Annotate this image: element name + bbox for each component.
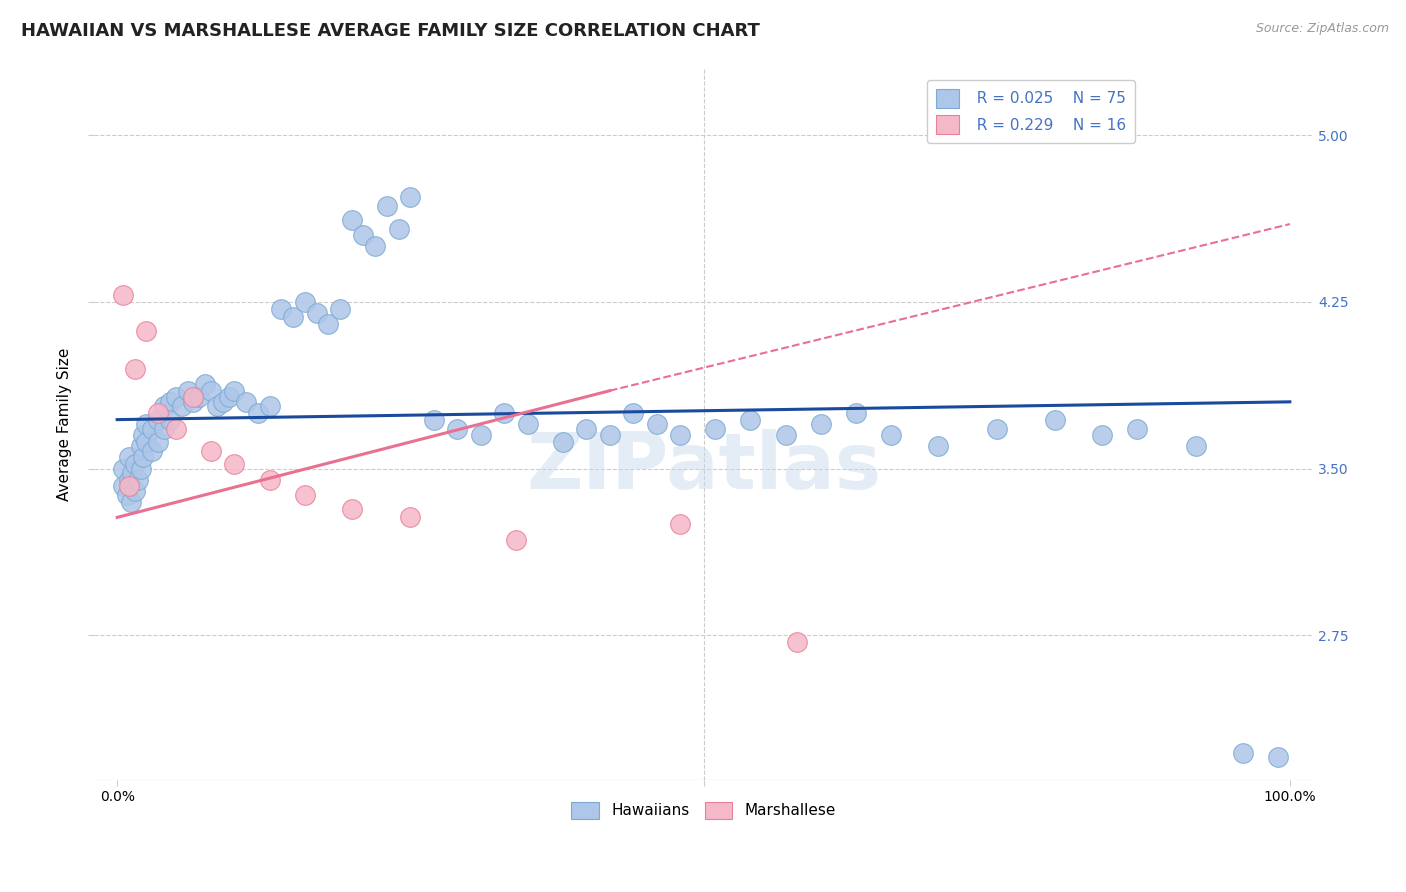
Point xyxy=(183,394,205,409)
Point xyxy=(786,635,808,649)
Point xyxy=(176,384,198,398)
Point xyxy=(127,473,149,487)
Point xyxy=(305,306,328,320)
Point xyxy=(516,417,538,431)
Point xyxy=(446,421,468,435)
Point xyxy=(112,288,135,302)
Point xyxy=(129,461,152,475)
Point xyxy=(880,428,903,442)
Point xyxy=(135,324,157,338)
Point xyxy=(270,301,292,316)
Point xyxy=(399,190,422,204)
Point xyxy=(224,457,246,471)
Point xyxy=(704,421,727,435)
Point xyxy=(669,428,692,442)
Point xyxy=(340,501,363,516)
Point xyxy=(259,399,281,413)
Point xyxy=(205,399,228,413)
Point xyxy=(810,417,832,431)
Point xyxy=(316,317,339,331)
Point xyxy=(148,412,170,426)
Point xyxy=(845,406,868,420)
Point xyxy=(740,412,762,426)
Point xyxy=(364,239,387,253)
Point xyxy=(775,428,797,442)
Point xyxy=(375,199,398,213)
Point xyxy=(115,488,138,502)
Point xyxy=(188,391,211,405)
Text: Source: ZipAtlas.com: Source: ZipAtlas.com xyxy=(1256,22,1389,36)
Point xyxy=(927,439,949,453)
Point xyxy=(1126,421,1149,435)
Point xyxy=(329,301,352,316)
Point xyxy=(132,428,155,442)
Point xyxy=(170,399,193,413)
Point xyxy=(621,406,644,420)
Y-axis label: Average Family Size: Average Family Size xyxy=(58,347,72,500)
Text: ZIPatlas: ZIPatlas xyxy=(526,429,882,505)
Point xyxy=(118,473,141,487)
Point xyxy=(1267,750,1289,764)
Point xyxy=(159,412,181,426)
Point xyxy=(352,228,374,243)
Point xyxy=(135,434,157,449)
Point xyxy=(494,406,516,420)
Point xyxy=(1091,428,1114,442)
Point xyxy=(148,406,170,420)
Point xyxy=(575,421,598,435)
Point xyxy=(153,421,176,435)
Point xyxy=(423,412,446,426)
Point xyxy=(194,377,217,392)
Point xyxy=(259,473,281,487)
Point xyxy=(121,466,143,480)
Point xyxy=(200,443,222,458)
Point xyxy=(112,479,135,493)
Text: HAWAIIAN VS MARSHALLESE AVERAGE FAMILY SIZE CORRELATION CHART: HAWAIIAN VS MARSHALLESE AVERAGE FAMILY S… xyxy=(21,22,761,40)
Point xyxy=(124,483,146,498)
Point xyxy=(183,391,205,405)
Point xyxy=(986,421,1008,435)
Point xyxy=(148,434,170,449)
Point xyxy=(200,384,222,398)
Point xyxy=(211,394,233,409)
Point xyxy=(551,434,574,449)
Point xyxy=(1185,439,1208,453)
Point xyxy=(112,461,135,475)
Point xyxy=(235,394,257,409)
Point xyxy=(141,443,163,458)
Point xyxy=(118,479,141,493)
Point xyxy=(120,495,142,509)
Point xyxy=(132,450,155,465)
Point xyxy=(129,439,152,453)
Point xyxy=(669,517,692,532)
Point xyxy=(1045,412,1067,426)
Point xyxy=(224,384,246,398)
Point xyxy=(599,428,621,442)
Point xyxy=(118,450,141,465)
Point xyxy=(165,391,187,405)
Point xyxy=(645,417,668,431)
Point xyxy=(135,417,157,431)
Point xyxy=(294,488,316,502)
Point xyxy=(281,310,304,325)
Point xyxy=(124,457,146,471)
Point xyxy=(505,533,527,547)
Point xyxy=(124,361,146,376)
Point xyxy=(246,406,269,420)
Point xyxy=(153,399,176,413)
Point xyxy=(218,391,240,405)
Point xyxy=(165,421,187,435)
Point xyxy=(159,394,181,409)
Legend: Hawaiians, Marshallese: Hawaiians, Marshallese xyxy=(565,796,842,825)
Point xyxy=(388,221,411,235)
Point xyxy=(141,421,163,435)
Point xyxy=(470,428,492,442)
Point xyxy=(294,294,316,309)
Point xyxy=(399,510,422,524)
Point xyxy=(340,212,363,227)
Point xyxy=(1232,746,1254,760)
